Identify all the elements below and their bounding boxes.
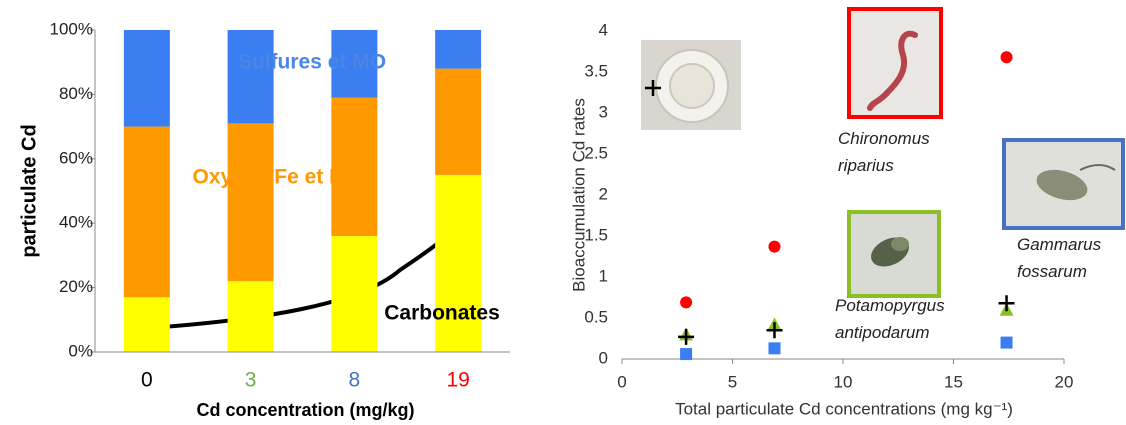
y-tick-label: 0.5 [584, 307, 608, 326]
bar-segment [123, 30, 170, 127]
x-axis-label: Total particulate Cd concentrations (mg … [675, 399, 1013, 418]
y-tick-label: 3 [599, 102, 608, 121]
y-tick-label: 1.5 [584, 225, 608, 244]
y-tick-label: 2.5 [584, 143, 608, 162]
y-tick-label: 20% [59, 277, 93, 296]
point [768, 240, 781, 253]
point [1000, 336, 1013, 349]
series-label: Oxydes Fe et Mn [193, 166, 360, 189]
species-label: Gammarus fossarum [1017, 235, 1106, 281]
bar-segment [435, 68, 482, 175]
x-tick-label: 20 [1055, 372, 1074, 391]
species-label: Chironomus riparius [838, 129, 934, 175]
point [1000, 51, 1013, 64]
bar-segment [227, 123, 274, 282]
sampler-photo [641, 40, 741, 130]
bar-segment [123, 126, 170, 298]
x-tick-label: 5 [728, 372, 737, 391]
y-axis-label: particulate Cd [18, 124, 40, 257]
species-label: Potamopyrgus antipodarum [835, 296, 949, 342]
y-tick-label: 100% [50, 19, 93, 38]
bar-segment [227, 281, 274, 352]
y-tick-label: 0 [599, 348, 608, 367]
point [768, 342, 781, 355]
y-tick-label: 60% [59, 148, 93, 167]
x-tick-label: 19 [446, 369, 469, 392]
x-tick-label: 3 [245, 369, 257, 392]
point [998, 295, 1015, 312]
gammarus-photo [1002, 138, 1125, 230]
bar-segment [331, 97, 378, 237]
y-tick-label: 80% [59, 84, 93, 103]
x-tick-label: 15 [944, 372, 963, 391]
y-tick-label: 0% [68, 341, 93, 360]
bar-segment [123, 297, 170, 352]
series-label: Sulfures et MO [238, 51, 386, 74]
point [680, 296, 693, 309]
chironomus-photo [847, 7, 943, 119]
x-tick-label: 8 [349, 369, 361, 392]
x-tick-label: 10 [834, 372, 853, 391]
y-tick-label: 40% [59, 213, 93, 232]
y-tick-label: 3.5 [584, 61, 608, 80]
point [766, 322, 783, 339]
legend-plus-marker [645, 80, 661, 96]
bar-segment [331, 236, 378, 352]
y-tick-label: 1 [599, 266, 608, 285]
x-tick-label: 0 [141, 369, 153, 392]
bar-segment [227, 30, 274, 124]
bar-segment [331, 30, 378, 98]
bar-segment [435, 174, 482, 352]
series-label: Carbonates [384, 302, 500, 325]
point [678, 328, 695, 345]
potamopyrgus-photo [847, 210, 941, 298]
y-tick-label: 2 [599, 184, 608, 203]
point [680, 348, 693, 361]
x-tick-label: 0 [617, 372, 626, 391]
x-axis-label: Cd concentration (mg/kg) [196, 400, 414, 420]
y-axis-label: Bioaccumulation Cd rates [569, 98, 588, 292]
bar-segment [435, 30, 482, 69]
y-tick-label: 4 [599, 20, 608, 39]
